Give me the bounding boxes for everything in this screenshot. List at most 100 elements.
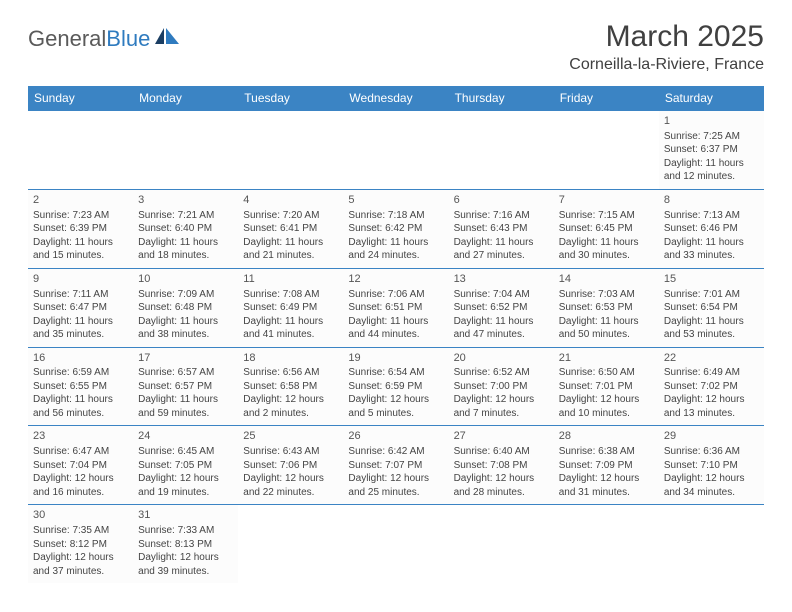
sunrise-text: Sunrise: 7:03 AM [559,288,654,302]
sunrise-text: Sunrise: 6:50 AM [559,366,654,380]
sunset-text: Sunset: 6:51 PM [348,301,443,315]
sunrise-text: Sunrise: 6:56 AM [243,366,338,380]
sunset-text: Sunset: 6:55 PM [33,380,128,394]
daylight-line1: Daylight: 12 hours [243,472,338,486]
calendar-cell [449,111,554,190]
calendar-cell: 13Sunrise: 7:04 AMSunset: 6:52 PMDayligh… [449,268,554,347]
sunrise-text: Sunrise: 7:15 AM [559,209,654,223]
logo-text-blue: Blue [106,26,150,52]
calendar-cell [28,111,133,190]
calendar-cell: 23Sunrise: 6:47 AMSunset: 7:04 PMDayligh… [28,426,133,505]
calendar-week-row: 30Sunrise: 7:35 AMSunset: 8:12 PMDayligh… [28,505,764,583]
daylight-line1: Daylight: 11 hours [348,236,443,250]
logo-text-general: General [28,26,106,52]
daylight-line2: and 38 minutes. [138,328,233,342]
calendar-week-row: 1Sunrise: 7:25 AMSunset: 6:37 PMDaylight… [28,111,764,190]
sunrise-text: Sunrise: 7:04 AM [454,288,549,302]
sunrise-text: Sunrise: 7:33 AM [138,524,233,538]
daylight-line1: Daylight: 12 hours [33,551,128,565]
sunrise-text: Sunrise: 6:47 AM [33,445,128,459]
daylight-line2: and 34 minutes. [664,486,759,500]
sunset-text: Sunset: 7:01 PM [559,380,654,394]
sunset-text: Sunset: 6:48 PM [138,301,233,315]
calendar-cell [449,505,554,583]
calendar-cell [343,111,448,190]
daylight-line2: and 7 minutes. [454,407,549,421]
daylight-line1: Daylight: 12 hours [348,393,443,407]
daylight-line2: and 53 minutes. [664,328,759,342]
sunset-text: Sunset: 6:49 PM [243,301,338,315]
sunset-text: Sunset: 7:09 PM [559,459,654,473]
calendar-cell: 28Sunrise: 6:38 AMSunset: 7:09 PMDayligh… [554,426,659,505]
sunrise-text: Sunrise: 7:25 AM [664,130,759,144]
daylight-line2: and 30 minutes. [559,249,654,263]
sunrise-text: Sunrise: 6:52 AM [454,366,549,380]
sunset-text: Sunset: 8:12 PM [33,538,128,552]
sunset-text: Sunset: 6:54 PM [664,301,759,315]
calendar-week-row: 2Sunrise: 7:23 AMSunset: 6:39 PMDaylight… [28,189,764,268]
daylight-line2: and 59 minutes. [138,407,233,421]
calendar-cell: 27Sunrise: 6:40 AMSunset: 7:08 PMDayligh… [449,426,554,505]
calendar-cell: 5Sunrise: 7:18 AMSunset: 6:42 PMDaylight… [343,189,448,268]
calendar-cell: 16Sunrise: 6:59 AMSunset: 6:55 PMDayligh… [28,347,133,426]
header: GeneralBlue March 2025 Corneilla-la-Rivi… [28,20,764,74]
daylight-line1: Daylight: 11 hours [348,315,443,329]
daylight-line2: and 18 minutes. [138,249,233,263]
daylight-line1: Daylight: 11 hours [664,236,759,250]
sunset-text: Sunset: 7:00 PM [454,380,549,394]
day-number: 10 [138,272,233,287]
daylight-line1: Daylight: 11 hours [138,393,233,407]
sunset-text: Sunset: 7:10 PM [664,459,759,473]
daylight-line1: Daylight: 12 hours [243,393,338,407]
day-number: 12 [348,272,443,287]
daylight-line1: Daylight: 11 hours [138,236,233,250]
daylight-line2: and 50 minutes. [559,328,654,342]
sunset-text: Sunset: 6:39 PM [33,222,128,236]
daylight-line1: Daylight: 12 hours [559,393,654,407]
calendar-cell: 20Sunrise: 6:52 AMSunset: 7:00 PMDayligh… [449,347,554,426]
calendar-cell: 30Sunrise: 7:35 AMSunset: 8:12 PMDayligh… [28,505,133,583]
sunset-text: Sunset: 6:37 PM [664,143,759,157]
day-number: 1 [664,114,759,129]
calendar-cell: 6Sunrise: 7:16 AMSunset: 6:43 PMDaylight… [449,189,554,268]
calendar-cell: 14Sunrise: 7:03 AMSunset: 6:53 PMDayligh… [554,268,659,347]
calendar-week-row: 23Sunrise: 6:47 AMSunset: 7:04 PMDayligh… [28,426,764,505]
daylight-line1: Daylight: 11 hours [454,315,549,329]
daylight-line1: Daylight: 11 hours [33,236,128,250]
daylight-line1: Daylight: 11 hours [454,236,549,250]
sunrise-text: Sunrise: 6:45 AM [138,445,233,459]
daylight-line2: and 24 minutes. [348,249,443,263]
daylight-line1: Daylight: 11 hours [559,315,654,329]
daylight-line2: and 15 minutes. [33,249,128,263]
calendar-cell: 18Sunrise: 6:56 AMSunset: 6:58 PMDayligh… [238,347,343,426]
sunrise-text: Sunrise: 7:01 AM [664,288,759,302]
calendar-cell [554,111,659,190]
sunrise-text: Sunrise: 6:38 AM [559,445,654,459]
calendar-cell: 24Sunrise: 6:45 AMSunset: 7:05 PMDayligh… [133,426,238,505]
daylight-line2: and 21 minutes. [243,249,338,263]
day-number: 31 [138,508,233,523]
day-number: 27 [454,429,549,444]
day-number: 28 [559,429,654,444]
sunset-text: Sunset: 6:47 PM [33,301,128,315]
calendar-cell [238,505,343,583]
location: Corneilla-la-Riviere, France [569,56,764,74]
sunrise-text: Sunrise: 7:23 AM [33,209,128,223]
daylight-line2: and 47 minutes. [454,328,549,342]
daylight-line2: and 33 minutes. [664,249,759,263]
daylight-line1: Daylight: 12 hours [138,472,233,486]
daylight-line2: and 39 minutes. [138,565,233,579]
sunrise-text: Sunrise: 6:59 AM [33,366,128,380]
sunrise-text: Sunrise: 7:09 AM [138,288,233,302]
sunrise-text: Sunrise: 7:20 AM [243,209,338,223]
sunset-text: Sunset: 6:42 PM [348,222,443,236]
month-title: March 2025 [569,20,764,54]
calendar-cell: 31Sunrise: 7:33 AMSunset: 8:13 PMDayligh… [133,505,238,583]
calendar-cell [554,505,659,583]
daylight-line2: and 16 minutes. [33,486,128,500]
daylight-line1: Daylight: 12 hours [454,393,549,407]
sunset-text: Sunset: 6:59 PM [348,380,443,394]
day-header: Friday [554,86,659,111]
sunrise-text: Sunrise: 7:21 AM [138,209,233,223]
calendar-cell [343,505,448,583]
